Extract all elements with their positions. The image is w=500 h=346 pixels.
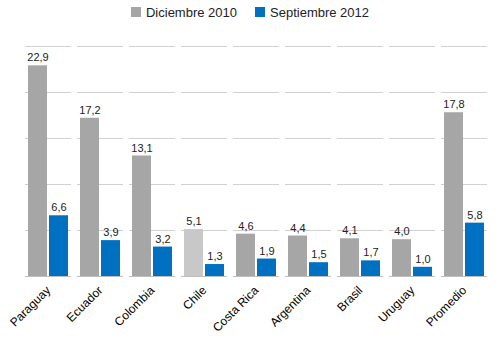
svg-text:1,0: 1,0: [415, 253, 430, 265]
svg-text:17,2: 17,2: [79, 104, 100, 116]
html-text:Diciembre 2010: Diciembre 2010: [146, 4, 237, 20]
svg-text:3,2: 3,2: [155, 233, 170, 245]
svg-text:5,1: 5,1: [186, 215, 201, 227]
svg-text:17,8: 17,8: [443, 98, 464, 110]
svg-text:4,1: 4,1: [342, 224, 357, 236]
svg-text:1,3: 1,3: [207, 250, 222, 262]
svg-text:22,9: 22,9: [27, 51, 48, 63]
svg-text:6,6: 6,6: [51, 201, 66, 213]
svg-text:Argentina: Argentina: [267, 283, 313, 329]
svg-text:4,6: 4,6: [238, 220, 253, 232]
svg-text:Paraguay: Paraguay: [7, 283, 53, 329]
svg-text:Uruguay: Uruguay: [375, 283, 417, 325]
svg-text:Brasil: Brasil: [334, 283, 365, 314]
svg-text:Ecuador: Ecuador: [64, 283, 106, 325]
html-text:Septiembre 2012: Septiembre 2012: [270, 4, 369, 20]
svg-text:Chile: Chile: [180, 283, 209, 312]
svg-text:13,1: 13,1: [131, 142, 152, 154]
svg-text:3,9: 3,9: [103, 226, 118, 238]
svg-text:5,8: 5,8: [467, 209, 482, 221]
svg-text:1,5: 1,5: [311, 248, 326, 260]
svg-text:Costa Rica: Costa Rica: [210, 283, 262, 335]
svg-text:4,4: 4,4: [290, 222, 305, 234]
svg-text:1,9: 1,9: [259, 245, 274, 257]
svg-text:1,7: 1,7: [363, 246, 378, 258]
svg-text:Promedio: Promedio: [423, 283, 469, 329]
svg-text:Colombia: Colombia: [112, 283, 158, 329]
svg-text:4,0: 4,0: [394, 225, 409, 237]
